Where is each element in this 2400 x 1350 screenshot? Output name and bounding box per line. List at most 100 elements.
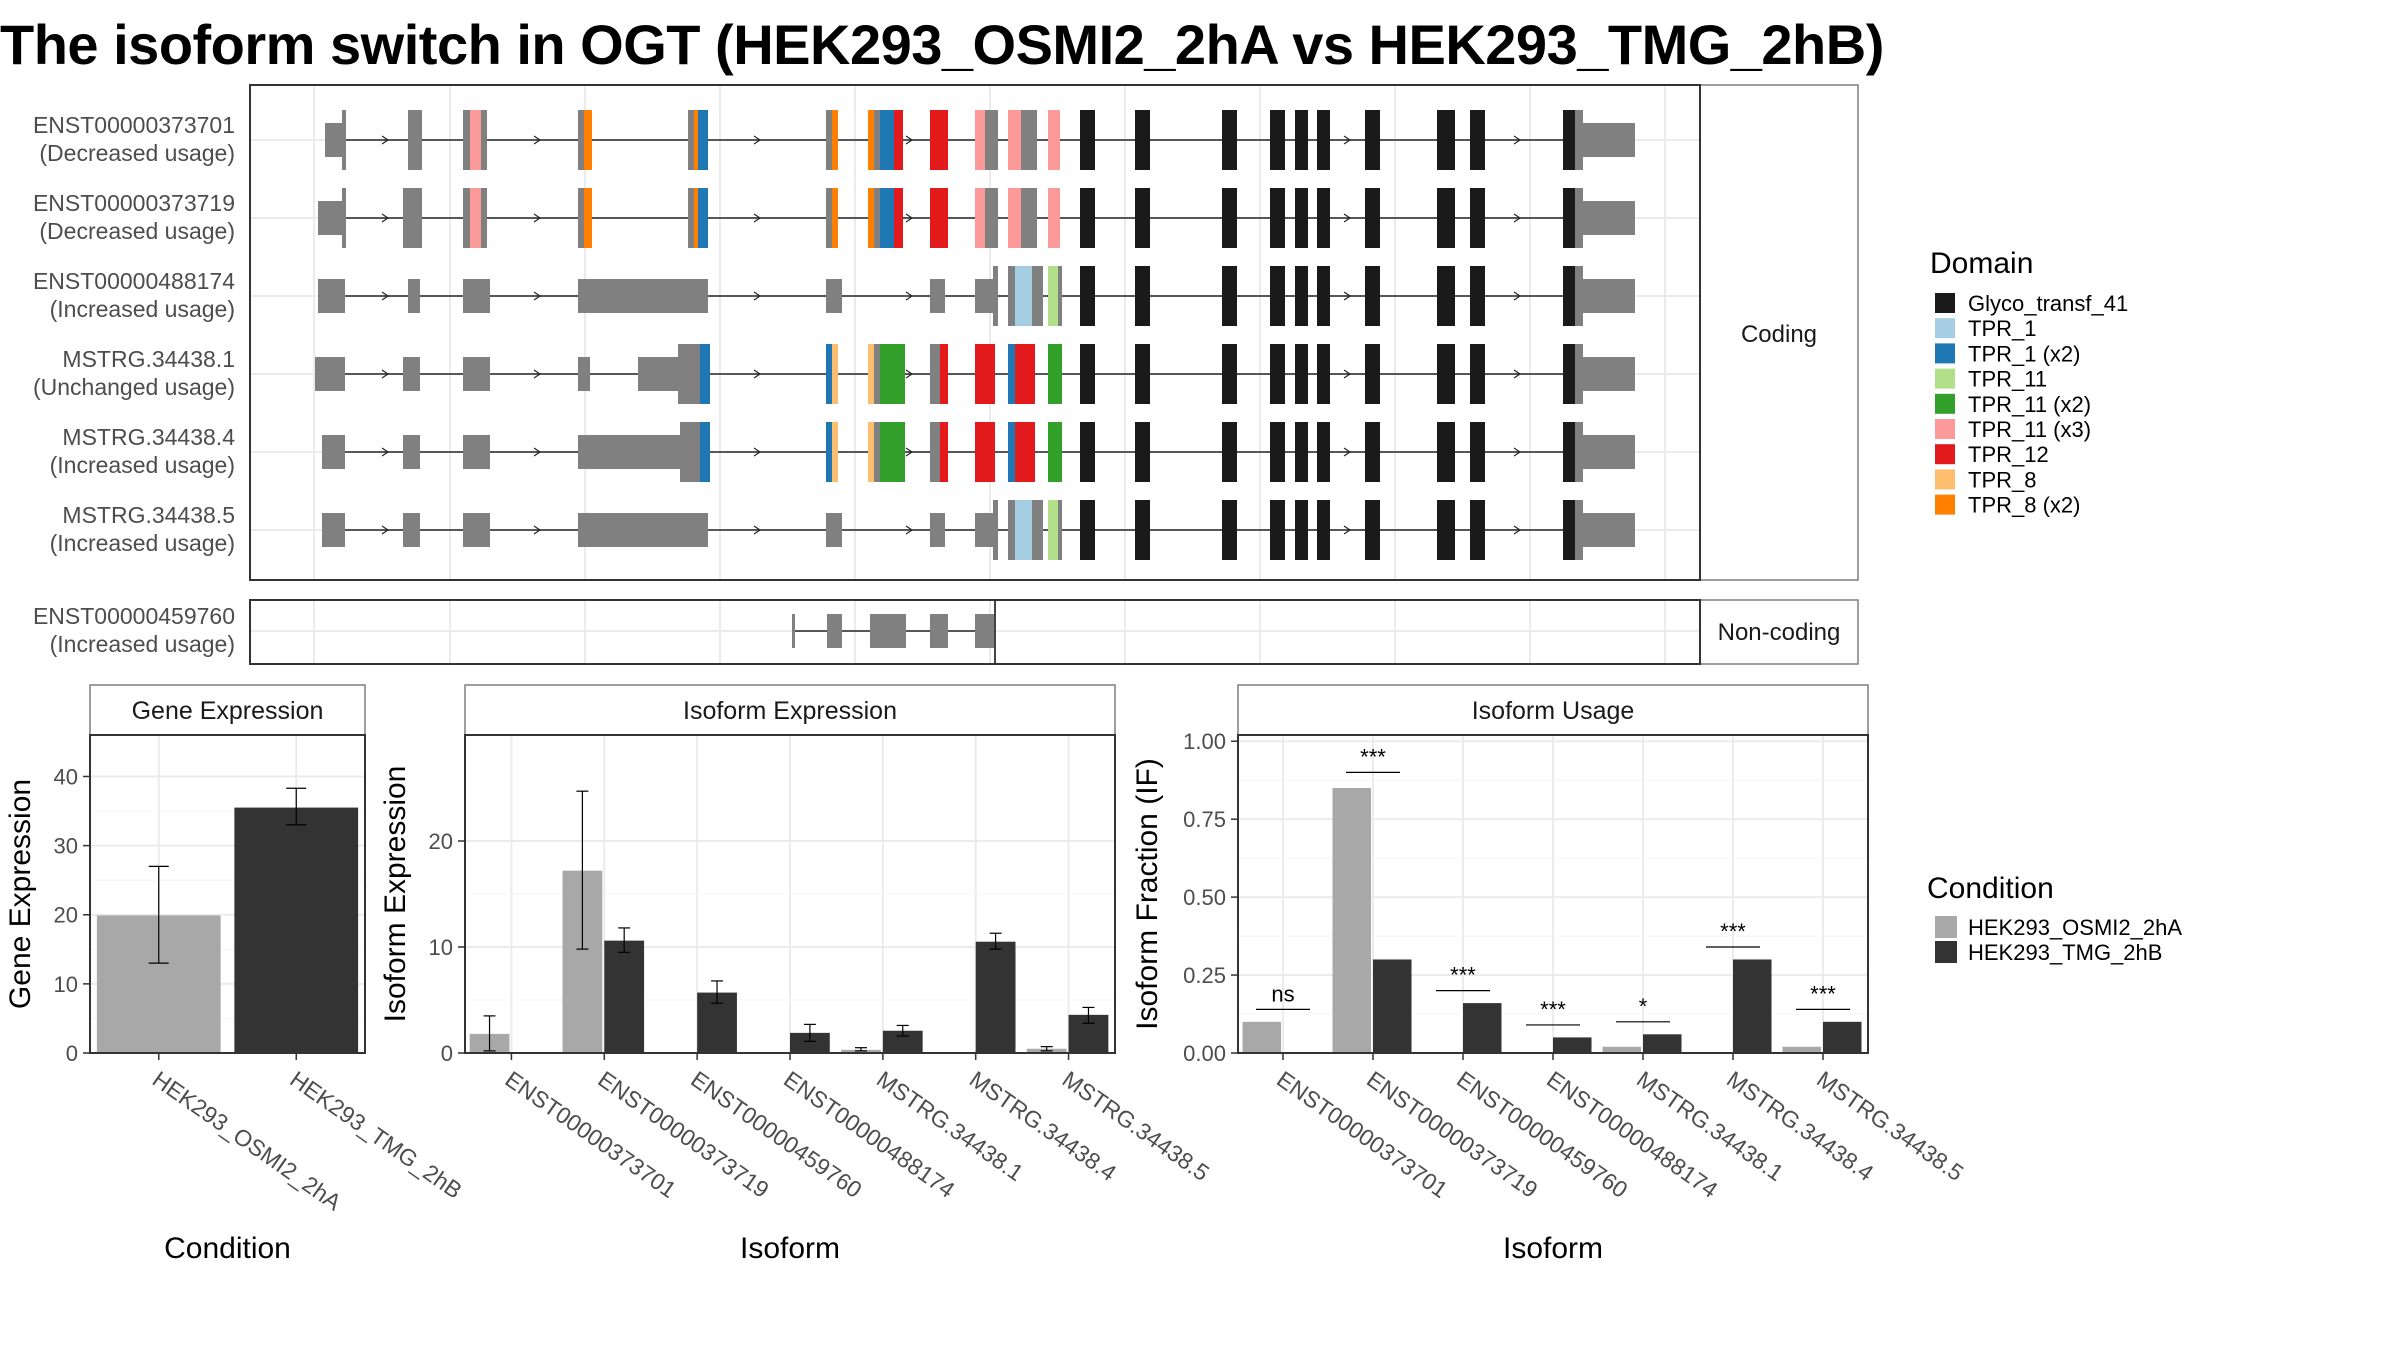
exon [868, 188, 874, 248]
exon [1470, 500, 1485, 560]
exon [1048, 110, 1060, 170]
exon [1295, 110, 1308, 170]
exon [1563, 500, 1575, 560]
chart-title: Isoform Expression [683, 697, 897, 725]
bar [1733, 959, 1772, 1053]
bar-chart: Isoform Expression01020ENST00000373701EN… [379, 684, 1214, 1265]
condition-legend-key [1935, 941, 1957, 963]
y-axis-title: Gene Expression [4, 779, 37, 1009]
exon [1008, 422, 1015, 482]
exon [1080, 500, 1095, 560]
exon [1295, 188, 1308, 248]
exon [940, 344, 948, 404]
exon [1437, 422, 1455, 482]
exon [1295, 422, 1308, 482]
exon [868, 110, 874, 170]
exon [315, 357, 345, 391]
exon [1583, 357, 1635, 391]
domain-legend-label: TPR_11 (x3) [1968, 417, 2091, 442]
domain-legend-label: TPR_8 (x2) [1968, 493, 2080, 518]
transcript-id-label: ENST00000488174 [33, 268, 235, 294]
page-title: The isoform switch in OGT (HEK293_OSMI2_… [0, 13, 1884, 76]
exon [1295, 344, 1308, 404]
coding-panel-border [249, 84, 1701, 581]
exon [578, 435, 680, 469]
strand-arrow [753, 135, 762, 145]
domain-legend-label: TPR_1 [1968, 316, 2036, 341]
exon [832, 188, 838, 248]
exon [1563, 422, 1575, 482]
exon [1575, 422, 1583, 482]
exon [1575, 110, 1583, 170]
strand-arrow [381, 447, 390, 457]
y-axis-title: Isoform Expression [379, 766, 412, 1023]
exon [1270, 422, 1285, 482]
significance-label: *** [1450, 963, 1476, 988]
exon [638, 357, 678, 391]
transcript-usage-label: (Decreased usage) [39, 218, 235, 244]
exon [1015, 266, 1032, 326]
x-axis-title: Isoform [740, 1232, 840, 1265]
x-tick-label: ENST00000488174 [779, 1066, 960, 1203]
exon [1270, 344, 1285, 404]
domain-legend-label: TPR_1 (x2) [1968, 341, 2080, 366]
exon [1317, 500, 1330, 560]
exon [975, 422, 995, 482]
significance-label: * [1639, 994, 1648, 1019]
exon [874, 110, 880, 170]
exon [463, 279, 490, 313]
exon [1563, 344, 1575, 404]
exon [826, 188, 832, 248]
strand-arrow [533, 213, 542, 223]
exon [1135, 422, 1150, 482]
exon [463, 435, 490, 469]
transcript-id-label: ENST00000459760 [33, 603, 235, 629]
exon [1058, 266, 1062, 326]
exon [940, 422, 948, 482]
domain-legend-key [1935, 368, 1955, 389]
significance-label: *** [1810, 981, 1836, 1006]
strand-arrow [753, 213, 762, 223]
transcript-usage-label: (Increased usage) [50, 530, 235, 556]
exon [1295, 266, 1308, 326]
transcript-usage-label: (Increased usage) [50, 631, 235, 657]
exon [1563, 110, 1575, 170]
strand-arrow [381, 135, 390, 145]
exon [1365, 344, 1380, 404]
y-tick-label: 30 [54, 834, 78, 859]
exon [1270, 110, 1285, 170]
y-tick-label: 0.75 [1183, 807, 1226, 832]
exon [325, 123, 342, 157]
exon [1048, 188, 1060, 248]
exon [578, 188, 584, 248]
strand-arrow [1343, 291, 1352, 301]
exon [1222, 188, 1237, 248]
exon [403, 513, 420, 547]
domain-legend-key [1935, 444, 1955, 465]
exon [318, 279, 345, 313]
exon [930, 110, 948, 170]
strand-arrow [1513, 291, 1522, 301]
transcript-id-label: MSTRG.34438.5 [62, 502, 235, 528]
exon [827, 614, 842, 648]
domain-legend-label: TPR_8 [1968, 467, 2036, 492]
exon [826, 110, 832, 170]
exon [322, 513, 345, 547]
domain-legend-key [1935, 293, 1955, 313]
strand-arrow [753, 525, 762, 535]
exon [1021, 188, 1037, 248]
exon [1048, 422, 1062, 482]
x-tick-label: ENST00000459760 [686, 1066, 866, 1203]
exon [975, 614, 995, 648]
exon [1575, 500, 1583, 560]
exon [1563, 188, 1575, 248]
exon [1008, 266, 1015, 326]
y-tick-label: 0.00 [1183, 1041, 1226, 1066]
bar [1782, 1046, 1821, 1053]
noncoding-panel-border [249, 599, 1701, 665]
exon [975, 344, 995, 404]
exon [880, 110, 894, 170]
exon [993, 266, 998, 326]
exon [1080, 344, 1095, 404]
